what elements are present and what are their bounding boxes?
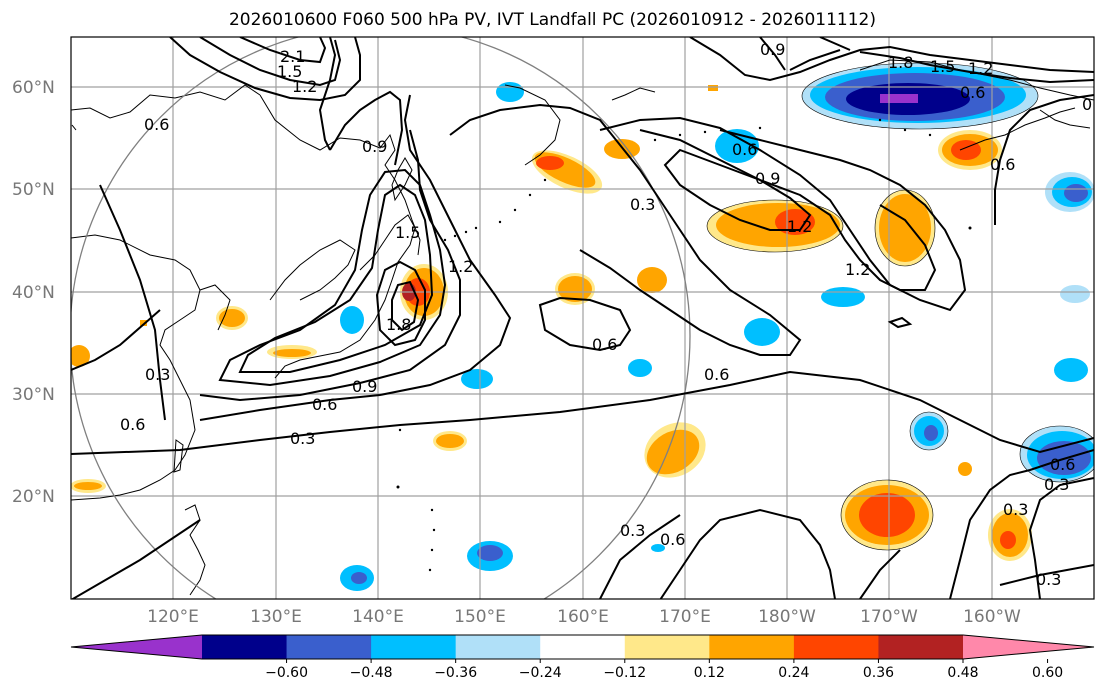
- map-frame: [70, 36, 1095, 600]
- colorbar-tick-label: −0.24: [519, 665, 562, 681]
- lat-tick-label: 60°N: [12, 78, 55, 98]
- pv-contours: [71, 37, 1094, 599]
- colorbar-tick-label: 0.36: [863, 665, 894, 681]
- lon-tick-label: 140°E: [352, 607, 404, 627]
- colorbar-bin: [455, 635, 541, 659]
- contour-label: 0.3: [1003, 500, 1028, 519]
- contour-label: 0.3: [145, 365, 170, 384]
- contour-labels: 2.1 1.5 1.2 0.6 0.9 1.5 1.2 1.8 0.9 0.6 …: [120, 40, 1105, 589]
- contour-label: 0.6: [704, 365, 729, 384]
- lon-tick-label: 120°E: [147, 607, 199, 627]
- colorbar-bin: [624, 635, 710, 659]
- contour-label: 0.3: [1044, 475, 1069, 494]
- contour-label: 0.6: [144, 115, 169, 134]
- island-chains: [396, 118, 972, 572]
- contour-label: 1.2: [845, 260, 870, 279]
- lat-tick-label: 30°N: [12, 385, 55, 405]
- colorbar-bin: [878, 635, 964, 659]
- contour-label: 0.3: [290, 429, 315, 448]
- lat-tick-label: 40°N: [12, 283, 55, 303]
- contour-label: 1.8: [386, 315, 411, 334]
- lon-tick-label: 160°W: [963, 607, 1021, 627]
- colorbar-tick-label: −0.48: [350, 665, 393, 681]
- colorbar-bin: [709, 635, 795, 659]
- landfall-radius-circle: [71, 37, 691, 599]
- lon-tick-label: 150°E: [454, 607, 506, 627]
- contour-label: 0.6: [660, 530, 685, 549]
- latitude-axis: 60°N 50°N 40°N 30°N 20°N: [12, 78, 55, 507]
- lat-tick-label: 50°N: [12, 180, 55, 200]
- contour-label: 1.5: [277, 62, 302, 81]
- lon-tick-label: 160°E: [557, 607, 609, 627]
- graticule: [71, 37, 1094, 599]
- pv-anomaly-shading: [71, 63, 1094, 591]
- contour-label: 1.2: [448, 257, 473, 276]
- colorbar-tick-label: −0.60: [265, 665, 308, 681]
- contour-label: 0.3: [1036, 570, 1061, 589]
- contour-label: 2.1: [280, 47, 305, 66]
- contour-label: 0.9: [755, 169, 780, 188]
- colorbar: −0.60 −0.48 −0.36 −0.24 −0.12 0.12 0.24 0.36 0.4…: [70, 634, 1095, 681]
- contour-label: 0.6: [960, 83, 985, 102]
- contour-label: 1.2: [787, 217, 812, 236]
- colorbar-bin: [793, 635, 879, 659]
- colorbar-tick-label: 0.12: [694, 665, 725, 681]
- coastlines: [71, 59, 1094, 596]
- contour-label: 0.6: [592, 335, 617, 354]
- colorbar-tick-label: 0.48: [947, 665, 978, 681]
- colorbar-bin: [540, 635, 626, 659]
- map-plot-area: 2.1 1.5 1.2 0.6 0.9 1.5 1.2 1.8 0.9 0.6 …: [71, 37, 1105, 599]
- contour-label: 0.6: [120, 415, 145, 434]
- contour-label: 0.3: [1082, 95, 1105, 114]
- colorbar-bin: [202, 635, 288, 659]
- colorbar-tick-label: −0.36: [434, 665, 477, 681]
- colorbar-extend-min: [71, 635, 202, 659]
- colorbar-outline: [70, 634, 1095, 660]
- contour-label: 0.6: [990, 155, 1015, 174]
- contour-label: 1.2: [292, 77, 317, 96]
- colorbar-tick-label: 0.60: [1032, 665, 1063, 681]
- lon-tick-label: 170°W: [860, 607, 918, 627]
- contour-label: 0.6: [312, 395, 337, 414]
- contour-label: 0.9: [362, 137, 387, 156]
- colorbar-extend-max: [963, 635, 1094, 659]
- contour-label: 0.3: [620, 521, 645, 540]
- contour-label: 0.9: [352, 377, 377, 396]
- contour-label: 0.9: [760, 40, 785, 59]
- contour-label: 0.6: [1050, 455, 1075, 474]
- contour-label: 0.6: [732, 140, 757, 159]
- contour-label: 1.5: [395, 223, 420, 242]
- figure-title: 2026010600 F060 500 hPa PV, IVT Landfall…: [228, 10, 876, 30]
- colorbar-tick-label: −0.12: [603, 665, 646, 681]
- contour-label: 1.8: [888, 53, 913, 72]
- contour-label: 1.2: [968, 59, 993, 78]
- contour-label: 1.5: [930, 57, 955, 76]
- contour-label: 0.3: [630, 195, 655, 214]
- colorbar-tick-label: 0.24: [778, 665, 809, 681]
- lon-tick-label: 130°E: [250, 607, 302, 627]
- colorbar-bin: [371, 635, 457, 659]
- lon-tick-label: 170°E: [659, 607, 711, 627]
- longitude-axis: 120°E 130°E 140°E 150°E 160°E 170°E 180°…: [147, 607, 1021, 627]
- colorbar-bin: [286, 635, 372, 659]
- lat-tick-label: 20°N: [12, 487, 55, 507]
- lon-tick-label: 180°W: [758, 607, 816, 627]
